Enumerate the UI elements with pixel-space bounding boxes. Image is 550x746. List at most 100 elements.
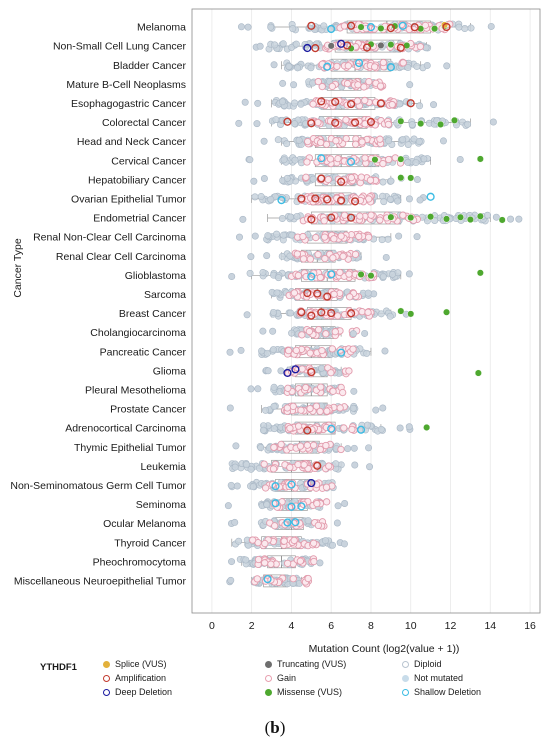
highlight-point <box>271 482 280 491</box>
data-point <box>361 96 369 105</box>
outlier-point <box>246 156 254 164</box>
highlight-point <box>377 24 385 32</box>
x-tick-label: 4 <box>289 620 295 632</box>
data-point <box>331 328 339 336</box>
boxplot-chart: Melanoma Non-Small Cell Lung Cancer Bladde… <box>10 8 541 655</box>
outlier-point <box>361 329 369 337</box>
outlier-point <box>247 253 255 261</box>
data-point <box>334 154 342 163</box>
highlight-point <box>346 99 356 109</box>
y-tick-label: Thymic Epithelial Tumor <box>74 442 187 454</box>
data-point <box>314 77 322 86</box>
highlight-point <box>327 24 336 34</box>
y-tick-label: Pleural Mesothelioma <box>85 385 186 397</box>
legend-label: Gain <box>277 673 297 683</box>
data-point <box>455 23 463 31</box>
highlight-point <box>337 196 346 205</box>
data-point <box>342 116 350 124</box>
data-point <box>294 271 302 280</box>
data-point <box>296 442 305 450</box>
highlight-point <box>357 23 365 31</box>
data-point <box>275 274 283 282</box>
data-point <box>270 402 278 410</box>
data-point <box>326 155 335 163</box>
highlight-point <box>307 119 316 128</box>
data-point <box>277 440 285 449</box>
panel-label-close-paren: ) <box>279 718 286 737</box>
data-point <box>257 193 265 201</box>
legend-title: YTHDF1 <box>40 662 77 673</box>
outlier-point <box>226 404 234 412</box>
y-tick-label: Mature B-Cell Neoplasms <box>66 79 186 91</box>
y-tick-label: Sarcoma <box>144 289 186 301</box>
highlight-point <box>346 21 356 30</box>
data-point <box>278 215 286 223</box>
data-point <box>261 559 269 567</box>
highlight-point <box>397 117 405 125</box>
outlier-point <box>333 519 341 527</box>
highlight-point <box>397 307 405 315</box>
data-point <box>283 559 292 568</box>
data-point <box>291 156 299 164</box>
data-point <box>267 195 275 203</box>
x-tick-label: 10 <box>405 620 417 632</box>
data-point <box>290 289 299 297</box>
highlight-point <box>417 120 425 128</box>
data-point <box>263 349 271 357</box>
data-point <box>247 465 255 473</box>
highlight-point <box>476 155 484 163</box>
outlier-point <box>253 120 261 128</box>
y-tick-label: Endometrial Cancer <box>93 213 186 225</box>
outlier-point <box>344 445 352 453</box>
outlier-point <box>372 406 380 414</box>
data-point <box>337 232 345 240</box>
data-point <box>328 345 336 353</box>
data-point <box>316 445 324 454</box>
data-point <box>273 289 281 297</box>
highlight-point <box>331 118 340 127</box>
y-tick-label: Non-Small Cell Lung Cancer <box>53 41 187 53</box>
data-point <box>322 441 330 450</box>
highlight-point <box>350 118 360 127</box>
data-point <box>320 217 328 225</box>
outlier-point <box>264 367 272 375</box>
legend-item: Deep Deletion <box>103 687 172 697</box>
outlier-point <box>270 61 278 69</box>
outlier-point <box>235 119 243 127</box>
data-point <box>328 82 336 91</box>
data-point <box>345 270 353 278</box>
data-point <box>327 369 335 377</box>
highlight-point <box>323 62 332 71</box>
data-point <box>283 174 291 182</box>
data-point <box>270 425 278 433</box>
x-tick-label: 16 <box>524 620 536 632</box>
data-point <box>385 155 393 164</box>
highlight-point <box>356 425 366 434</box>
data-point <box>272 116 280 124</box>
y-tick-label: Esophagogastric Cancer <box>71 98 186 110</box>
legend-label: Splice (VUS) <box>115 659 167 669</box>
highlight-point <box>307 367 316 377</box>
data-point <box>269 308 277 316</box>
data-point <box>321 537 329 545</box>
data-point <box>314 118 322 127</box>
data-point <box>416 42 425 51</box>
data-point <box>286 424 294 432</box>
data-point <box>287 309 295 317</box>
data-point <box>378 236 386 244</box>
highlight-point <box>396 43 405 52</box>
legend-swatch <box>402 660 409 668</box>
data-point <box>288 231 296 239</box>
outlier-point <box>405 423 413 431</box>
data-point <box>484 211 492 219</box>
outlier-point <box>231 518 239 526</box>
data-point <box>314 521 322 530</box>
legend-item: Amplification <box>103 673 166 683</box>
data-point <box>310 557 318 566</box>
outlier-point <box>487 22 495 30</box>
data-point <box>394 197 402 205</box>
y-tick-label: Miscellaneous Neuroepithelial Tumor <box>14 576 187 588</box>
highlight-point <box>327 308 336 318</box>
data-point <box>314 250 322 259</box>
